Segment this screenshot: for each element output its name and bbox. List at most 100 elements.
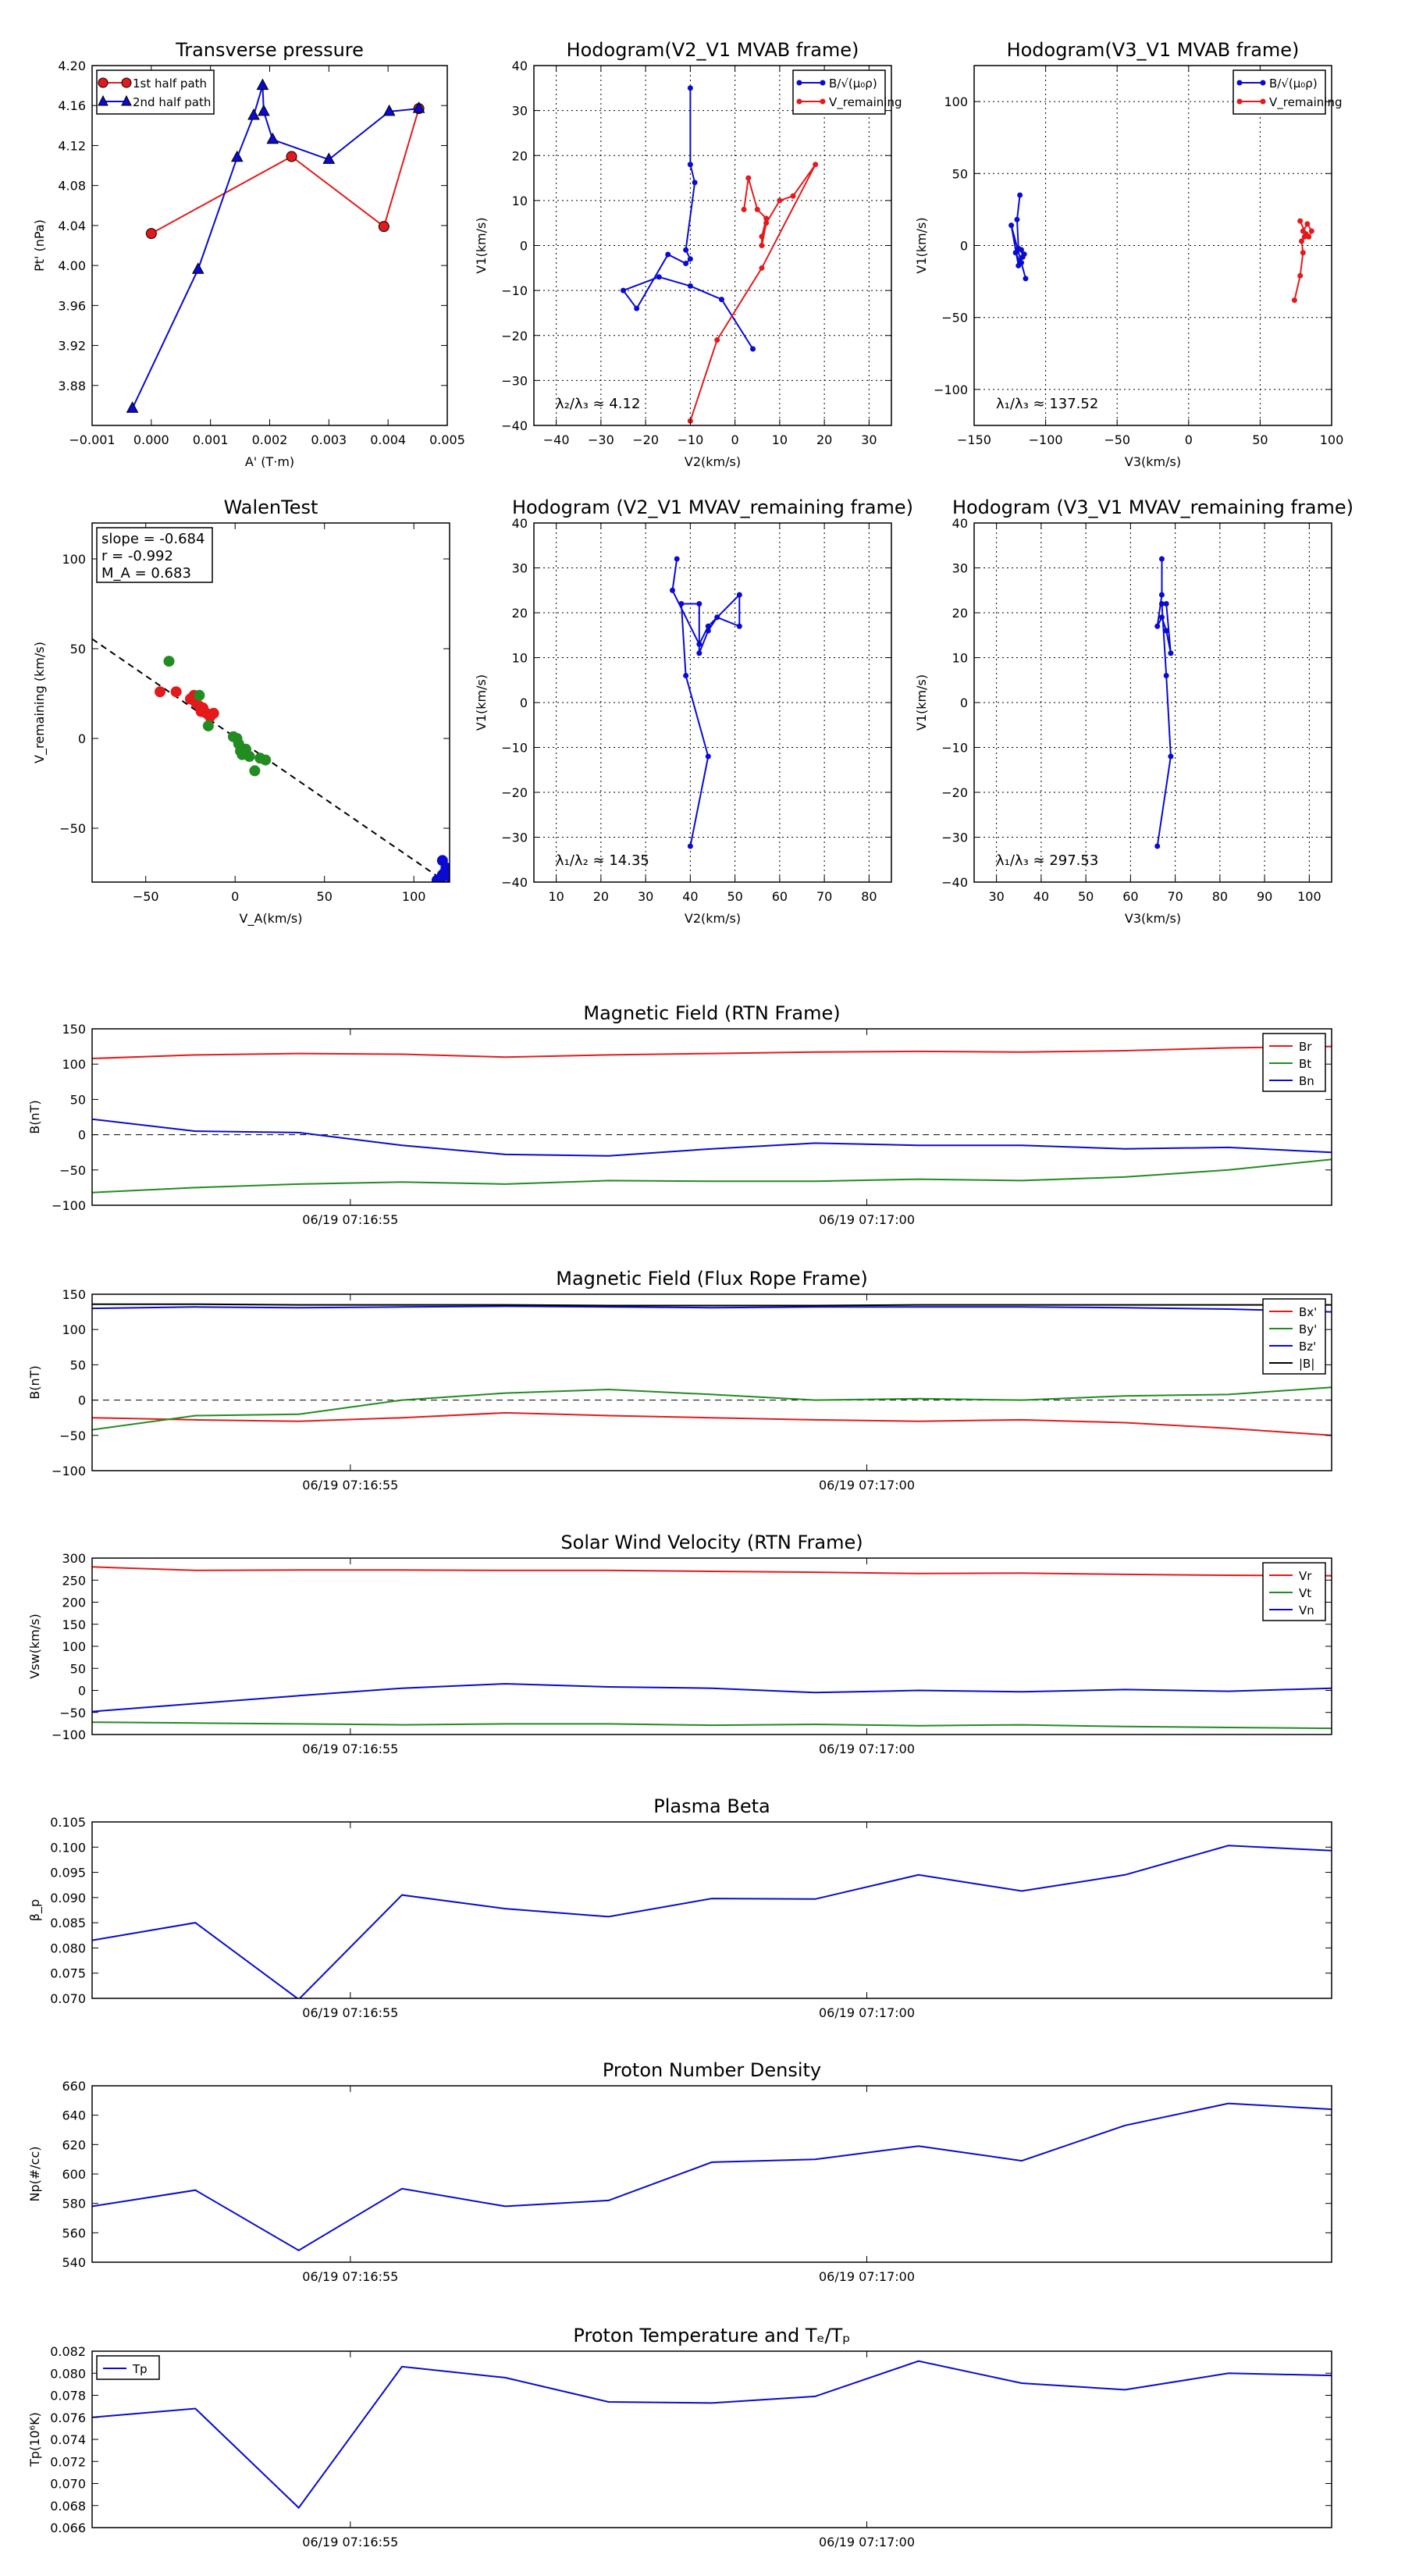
series-line-Np [92,2102,1332,2252]
x-tick-label: 100 [1297,889,1321,904]
y-tick-label: 10 [512,651,528,666]
regression-fit-line [92,638,448,882]
x-tick-label: 30 [988,889,1004,904]
data-point [687,85,693,91]
y-axis-label: V1(km/s) [474,674,489,731]
y-tick-label: 0.078 [50,2389,86,2403]
chart-title: Solar Wind Velocity (RTN Frame) [560,1532,863,1553]
y-tick-label: 30 [512,561,528,576]
chart-proton_number_density: 540 560 580 600 620 640 660 06/19 07:16:55 06/19… [27,2059,1332,2284]
y-tick-label: 20 [952,606,968,621]
axes-frame [91,522,450,883]
x-tick-label: −20 [632,432,659,447]
y-tick-label: 0.080 [50,1941,86,1955]
y-tick-label: −20 [501,329,528,343]
data-point [777,197,783,204]
data-point [436,855,448,866]
y-tick-label: 100 [62,1639,86,1654]
data-point [1018,247,1024,253]
data-point [621,287,626,294]
legend-label: Bn [1299,1074,1314,1088]
data-point [1300,250,1306,256]
x-tick-label: 06/19 07:17:00 [819,2005,915,2020]
data-point [763,215,770,222]
data-point [1019,254,1026,260]
y-tick-label: 30 [952,561,968,576]
y-tick-label: −40 [501,875,528,890]
plot-area [92,1303,1332,1436]
data-point [674,556,680,562]
y-tick-label: 0 [78,731,86,746]
data-point [322,152,336,164]
series-line-Bt [92,1158,1332,1194]
data-point [1299,238,1305,244]
data-point [235,745,247,757]
x-tick-label: 80 [861,889,877,904]
y-axis-label: B(nT) [27,1100,42,1133]
series-line-Bz' [92,1305,1332,1313]
x-tick-label: −10 [677,432,703,447]
y-tick-label: 0 [78,1684,86,1699]
data-point [1154,623,1161,629]
series-line-2nd half path [131,85,419,409]
data-point [194,689,205,701]
y-tick-label: 0.076 [50,2411,86,2425]
data-point [1158,614,1165,621]
x-tick-label: 90 [1257,889,1272,904]
y-tick-label: 0.075 [50,1966,86,1981]
legend-label: Bz' [1299,1340,1316,1354]
data-point [1291,297,1297,304]
y-tick-label: −100 [934,382,968,397]
plot-area [621,85,819,424]
legend-label: Br [1299,1040,1312,1054]
eigenvalue-ratio-annotation: λ₁/λ₃ ≈ 297.53 [996,852,1098,869]
y-tick-label: −40 [501,418,528,433]
y-axis-label: V1(km/s) [914,217,929,273]
x-tick-label: 06/19 07:17:00 [819,1212,915,1227]
data-point [163,656,175,667]
x-tick-label: 70 [816,889,832,904]
y-tick-label: 40 [512,516,528,531]
data-point [412,101,425,113]
legend-marker [1260,80,1266,86]
data-point [286,151,297,162]
data-point [145,228,157,240]
data-point [656,274,662,280]
x-tick-label: 40 [682,889,698,904]
chart-title: Proton Number Density [603,2059,821,2081]
legend: Vr Vt Vn [1262,1562,1326,1621]
y-tick-label: 0.090 [50,1891,86,1905]
data-point [244,751,255,762]
y-tick-label: 600 [62,2167,86,2182]
legend-marker [1236,98,1243,105]
chart-hodogram_v2_v1_mvab: −40 −30 −20 −10 0 10 20 30 40 −40 −30 −20 −10 0 10 20 30… [474,39,902,469]
chart-hodogram_v3_v1_mvav: −40 −30 −20 −10 0 10 20 30 40 30 40 50 60 70 80 90 100 Ho… [914,496,1353,926]
y-tick-label: 100 [944,94,968,109]
chart-walen_test: −50 0 50 100 −50 0 50 100 WalenTest V_A(km/s) V_re… [32,496,450,927]
chart-title: Magnetic Field (RTN Frame) [583,1002,840,1024]
y-tick-label: −30 [501,831,528,845]
data-point [260,754,272,766]
data-point [687,843,693,849]
data-point [1158,601,1165,607]
data-point [382,104,396,116]
legend-marker [796,98,802,105]
stats-line: M_A = 0.683 [101,565,191,582]
legend-marker [1236,80,1243,86]
y-tick-label: 0.085 [50,1916,86,1930]
chart-transverse_pressure: 3.88 3.92 3.96 4.00 4.04 4.08 4.12 4.16 4.20 −0.0… [32,39,465,469]
series-line-Vr [92,1566,1332,1577]
legend-marker [796,80,802,86]
x-axis-label: V2(km/s) [685,911,741,926]
series-line-Bx' [92,1411,1332,1436]
y-tick-label: 150 [62,1287,86,1302]
y-tick-label: 0.074 [50,2432,86,2447]
data-point [266,132,279,144]
y-tick-label: 4.20 [58,59,86,73]
data-point [736,623,742,629]
data-point [714,337,720,343]
y-tick-label: 4.12 [58,138,86,153]
y-tick-label: 40 [952,516,968,531]
y-axis-label: Tp(10⁶K) [27,2412,42,2467]
data-point [687,283,693,289]
